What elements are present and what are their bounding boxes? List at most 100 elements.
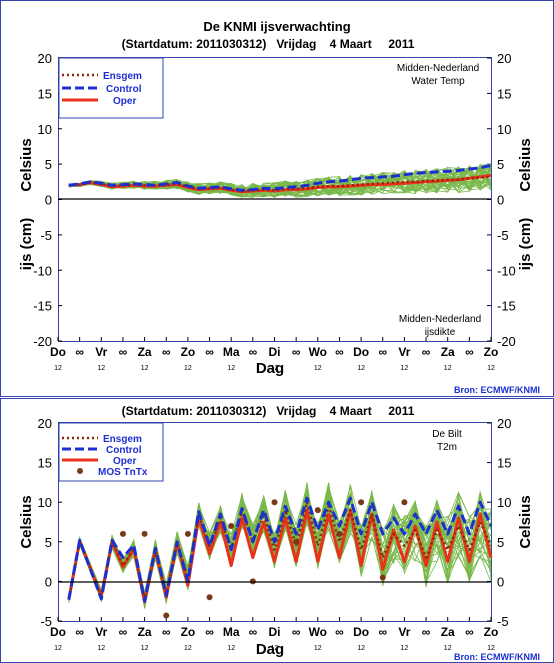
top-ytick-right: 5 <box>497 157 504 172</box>
top-xsubtick-label: 12 <box>97 365 105 372</box>
top-xsubtick-label: 12 <box>184 365 192 372</box>
top-ytick-left: 20 <box>38 51 52 66</box>
top-series-control <box>68 164 492 192</box>
bottom-xtick-label: Zo <box>484 625 499 639</box>
bottom-xtick-label: ∞ <box>205 625 214 639</box>
bottom-xtick-label: Do <box>353 625 369 639</box>
bottom-xsubtick-label: 12 <box>357 645 365 652</box>
bottom-ytick-left: 10 <box>38 495 52 510</box>
top-xtick-label: Do <box>353 345 369 359</box>
mos-tntx-point <box>163 612 170 619</box>
top-variable-label: Water Temp <box>411 76 465 87</box>
top-xtick-label: ∞ <box>162 345 171 359</box>
bottom-xsubtick-label: 12 <box>184 645 192 652</box>
mos-tntx-point <box>119 530 126 537</box>
top-ytick-left: -20 <box>33 334 52 349</box>
mos-tntx-point <box>401 499 408 506</box>
top-ytick-right: -10 <box>497 263 516 278</box>
top-xtick-label: ∞ <box>119 345 128 359</box>
top-xtick-label: ∞ <box>422 345 431 359</box>
bottom-xtick-label: ∞ <box>292 625 301 639</box>
bottom-xtick-label: Za <box>441 625 455 639</box>
top-xsubtick-label: 12 <box>357 365 365 372</box>
bottom-xtick-label: Ma <box>223 625 240 639</box>
bottom-plot-area <box>58 422 492 622</box>
top-xtick-label: ∞ <box>465 345 474 359</box>
legend-oper-label: Oper <box>113 96 136 107</box>
bottom-ytick-right: 0 <box>497 574 504 589</box>
mos-tntx-point <box>184 530 191 537</box>
bottom-series-control <box>67 496 493 603</box>
top-source: Bron: ECMWF/KNMI <box>454 385 540 395</box>
bottom-ytick-left: 5 <box>45 535 52 550</box>
top-ytick-right: 0 <box>497 193 504 208</box>
top-xsubtick-label: 12 <box>227 365 235 372</box>
mos-tntx-point <box>206 594 213 601</box>
bottom-ytick-right: -5 <box>497 614 509 629</box>
top-ytick-left: 5 <box>45 157 52 172</box>
bottom-xsubtick-label: 12 <box>54 645 62 652</box>
bottom-series-ensgem <box>67 500 493 601</box>
top-ytick-left: -5 <box>40 228 52 243</box>
bottom-xtick-label: ∞ <box>119 625 128 639</box>
legend2-mos-swatch <box>77 468 83 474</box>
legend-ensgem-label: Ensgem <box>103 71 142 82</box>
top-xsubtick-label: 12 <box>401 365 409 372</box>
top-xlabel: Dag <box>256 360 284 377</box>
top-ytick-left: -10 <box>33 263 52 278</box>
bottom-xtick-label: ∞ <box>422 625 431 639</box>
top-location-label: Midden-Nederland <box>397 63 479 74</box>
bottom-subtitle: (Startdatum: 2011030312) Vrijdag 4 Maart… <box>122 404 415 418</box>
bottom-ytick-left: 0 <box>45 574 52 589</box>
legend-control-label: Control <box>106 84 142 95</box>
bottom-ytick-left: -5 <box>40 614 52 629</box>
bottom-xtick-label: ∞ <box>162 625 171 639</box>
top-ytick-left: -15 <box>33 299 52 314</box>
top-xsubtick-label: 12 <box>271 365 279 372</box>
mos-tntx-point <box>314 507 321 514</box>
bottom-xsubtick-label: 12 <box>487 645 495 652</box>
top-xtick-label: ∞ <box>292 345 301 359</box>
bottom-xsubtick-label: 12 <box>141 645 149 652</box>
bottom-ytick-left: 20 <box>38 416 52 431</box>
mos-tntx-point <box>271 499 278 506</box>
bottom-ytick-right: 20 <box>497 416 511 431</box>
ice-ylabel-right: ijs (cm) <box>517 218 534 271</box>
bottom-ylabel-left: Celsius <box>18 495 35 548</box>
bottom-source: Bron: ECMWF/KNMI <box>454 652 540 662</box>
bottom-xsubtick-label: 12 <box>401 645 409 652</box>
top-ytick-right: -5 <box>497 228 509 243</box>
top-xtick-label: Do <box>50 345 66 359</box>
bottom-xtick-label: ∞ <box>249 625 258 639</box>
top-ytick-left: 10 <box>38 122 52 137</box>
bottom-xtick-label: Vr <box>95 625 107 639</box>
legend2-mos-label: MOS TnTx <box>98 467 148 478</box>
bottom-ytick-right: 10 <box>497 495 511 510</box>
top-xtick-label: ∞ <box>205 345 214 359</box>
bottom-xsubtick-label: 12 <box>271 645 279 652</box>
bottom-ytick-left: 15 <box>38 456 52 471</box>
top-ytick-right: -20 <box>497 334 516 349</box>
top-xtick-label: Wo <box>309 345 327 359</box>
bottom-xtick-label: Do <box>50 625 66 639</box>
legend2-ensgem-label: Ensgem <box>103 434 142 445</box>
bottom-xtick-label: Di <box>269 625 281 639</box>
bottom-location-label: De Bilt <box>432 429 462 440</box>
legend2-oper-label: Oper <box>113 456 136 467</box>
top-xtick-label: Ma <box>223 345 240 359</box>
mos-tntx-point <box>228 522 235 529</box>
bottom-xtick-label: Za <box>138 625 152 639</box>
bottom-xtick-label: Zo <box>181 625 196 639</box>
mos-tntx-point <box>379 574 386 581</box>
bottom-ytick-right: 5 <box>497 535 504 550</box>
ice-location-label: Midden-Nederland <box>399 314 481 325</box>
top-subtitle: (Startdatum: 2011030312) Vrijdag 4 Maart… <box>122 37 415 51</box>
top-ytick-right: 10 <box>497 122 511 137</box>
top-xtick-label: Zo <box>181 345 196 359</box>
mos-tntx-point <box>293 538 300 545</box>
top-xsubtick-label: 12 <box>487 365 495 372</box>
top-ytick-right: 15 <box>497 86 511 101</box>
bottom-ylabel-right: Celsius <box>517 495 534 548</box>
